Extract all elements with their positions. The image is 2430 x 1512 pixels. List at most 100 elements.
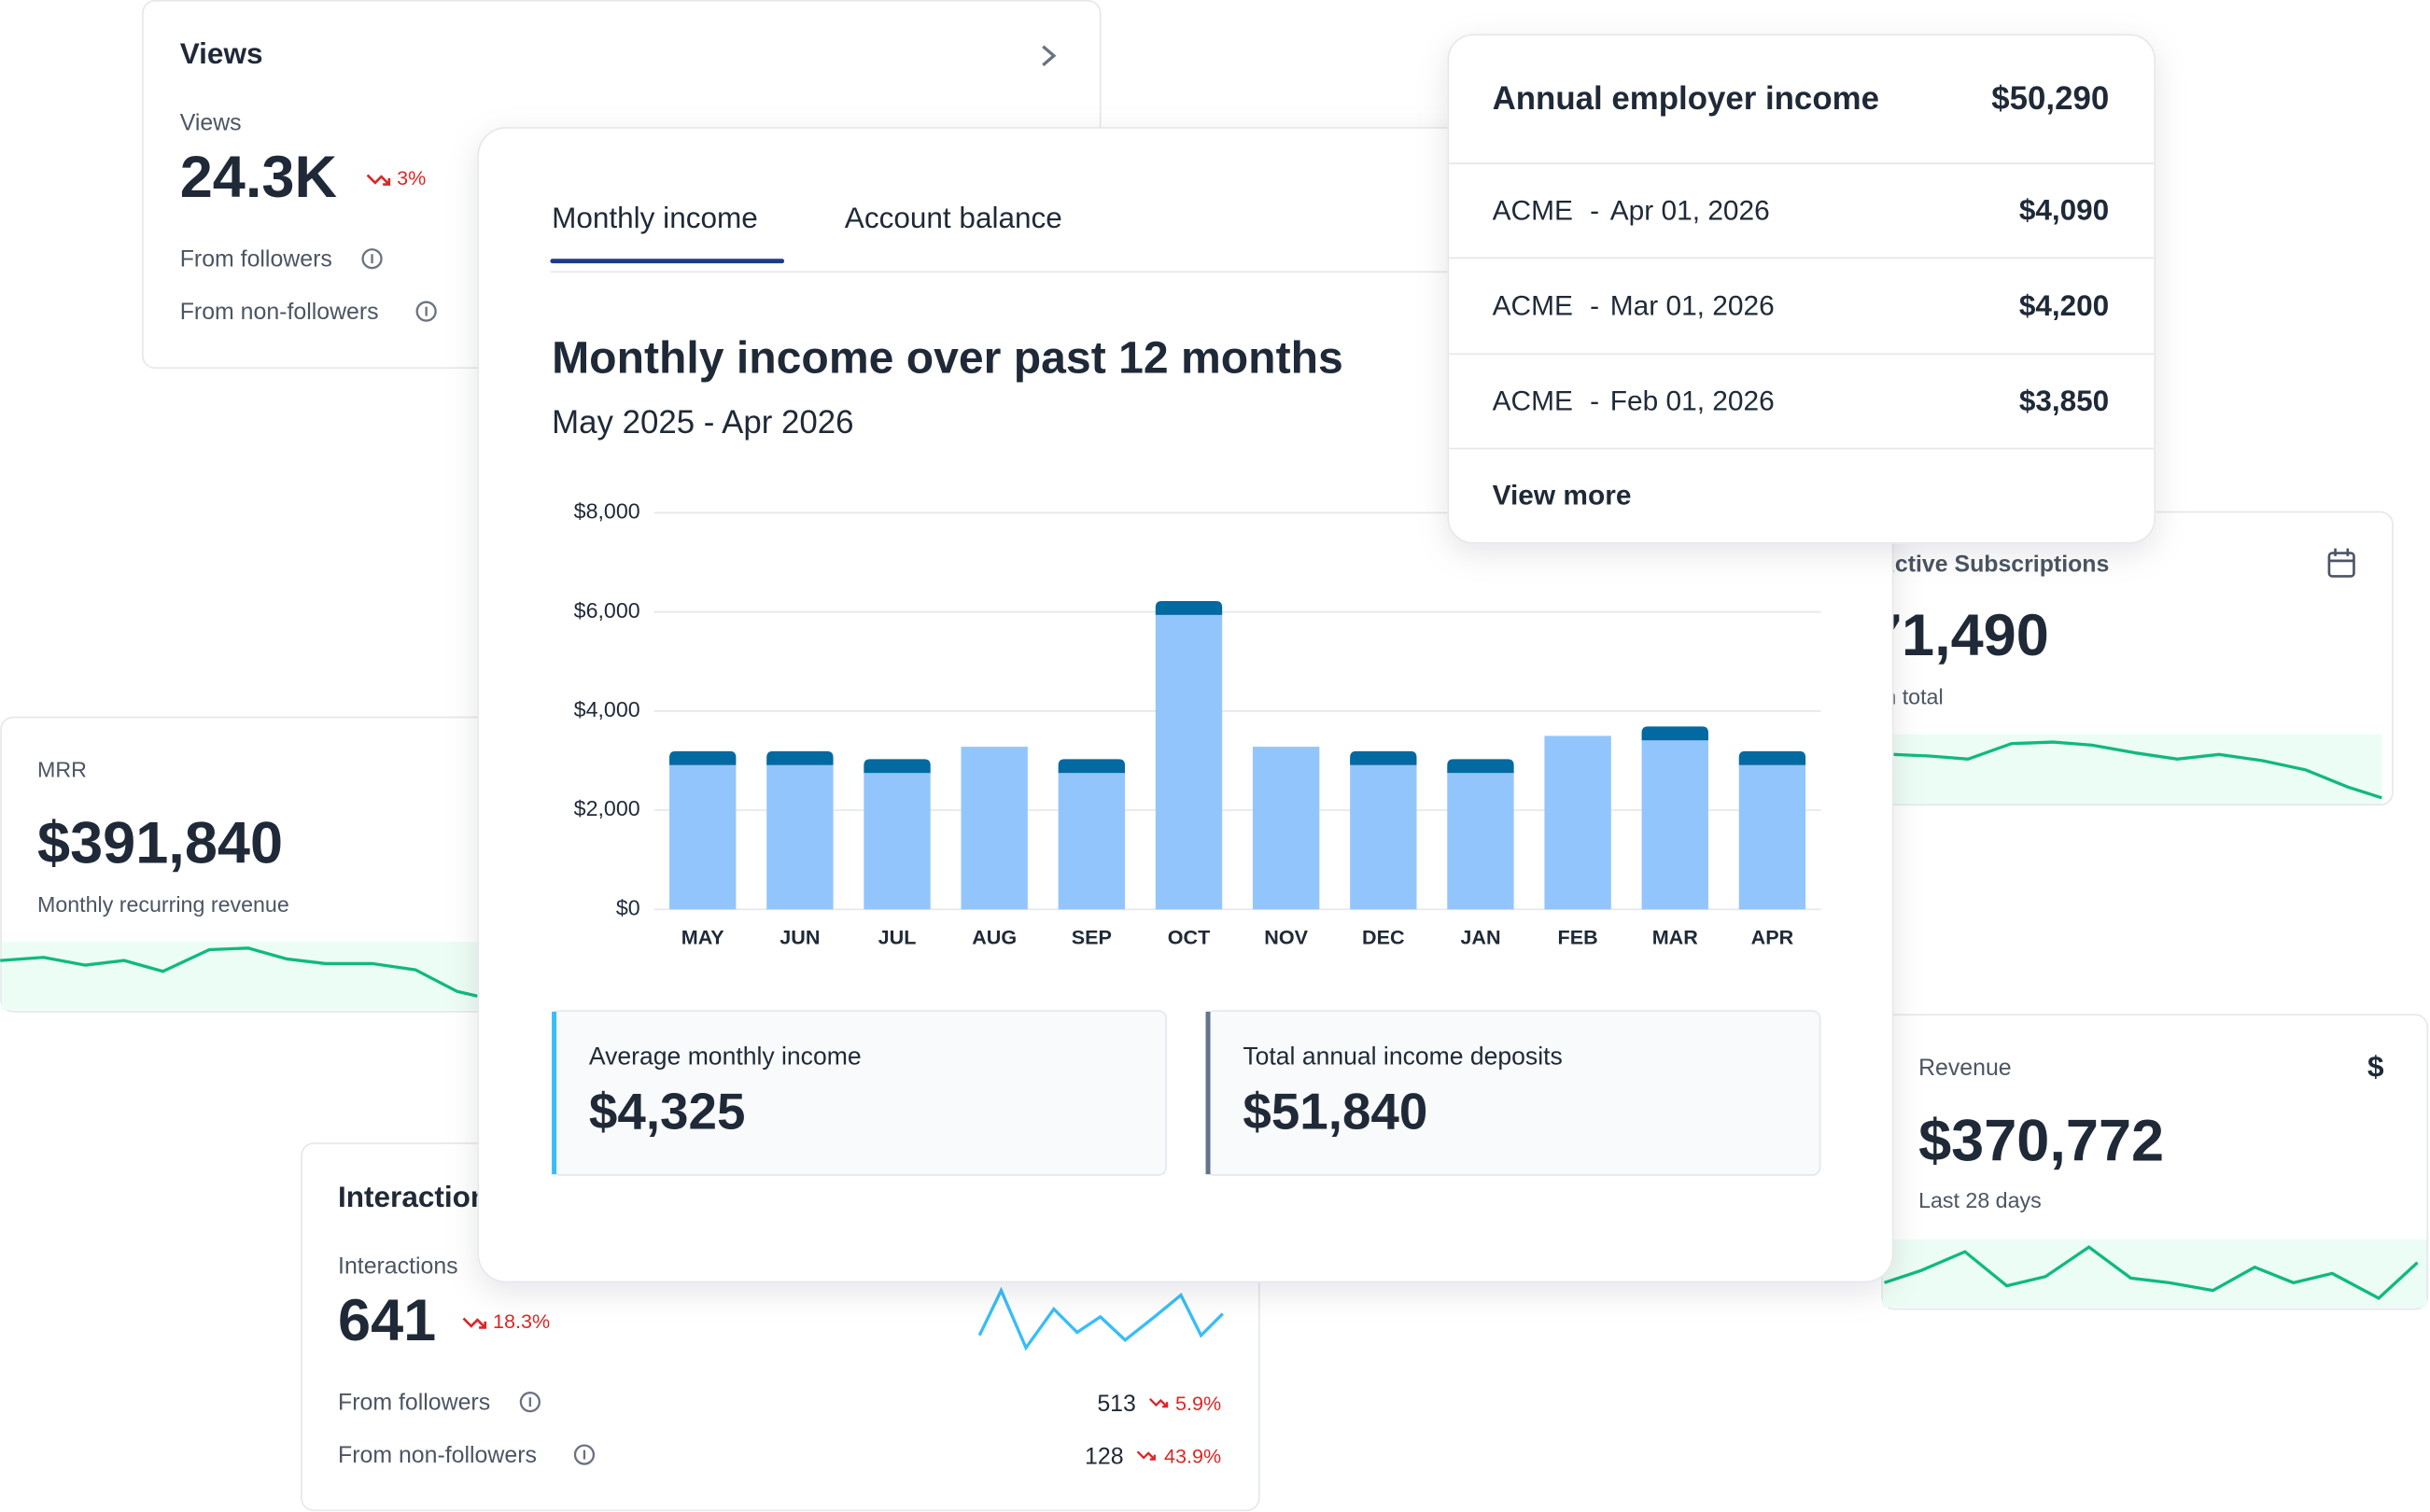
trend-down-icon (366, 174, 391, 186)
x-tick-label: FEB (1558, 926, 1598, 949)
metric-caption: Last 28 days (1918, 1188, 2042, 1212)
x-tick-label: JAN (1460, 926, 1500, 949)
summary-label: Total annual income deposits (1243, 1043, 1562, 1071)
sparkline (1893, 740, 2382, 800)
x-tick-label: MAY (681, 926, 725, 949)
chart-title: Monthly income over past 12 months (552, 332, 1343, 383)
info-icon[interactable] (573, 1444, 596, 1465)
bar-segment (1155, 614, 1223, 910)
sparkline-area (1882, 1239, 2427, 1308)
card-title: Interactions (338, 1180, 505, 1213)
row-date: Feb 01, 2026 (1610, 385, 1775, 416)
row-value: 128 (1085, 1443, 1124, 1469)
currency-icon: $ (2367, 1050, 2384, 1084)
summary-value: $4,325 (589, 1083, 746, 1141)
row-amount: $4,200 (2019, 288, 2109, 322)
metric-label: Interactions (338, 1253, 458, 1279)
metric-label: Revenue (1918, 1055, 2012, 1081)
bar-segment (1738, 764, 1806, 910)
bar-segment (1544, 735, 1611, 910)
x-tick-label: NOV (1264, 926, 1308, 949)
card-title: Views (180, 36, 263, 70)
bar-segment (1447, 759, 1514, 774)
y-tick-label: $8,000 (574, 499, 640, 524)
metric-label: Active Subscriptions (1878, 551, 2109, 577)
bar-segment (1350, 750, 1417, 765)
bar-segment (1738, 750, 1806, 765)
bar-segment (669, 764, 737, 910)
x-tick-label: JUL (878, 926, 917, 949)
bar-chart: $0 $2,000 $4,000 $6,000 $8,000 MAY JUN JUL AUG SE… (574, 499, 1821, 949)
bar-segment (864, 759, 931, 774)
bar-segment (1641, 726, 1708, 741)
x-tick-label: JUN (780, 926, 820, 949)
row-label: From non-followers (338, 1442, 537, 1468)
x-tick-label: DEC (1362, 926, 1405, 949)
card-total: $50,290 (1991, 80, 2109, 117)
bar-segment (864, 773, 931, 910)
employer-name: ACME (1493, 195, 1573, 226)
trend-down-icon (1148, 1398, 1169, 1408)
subscriptions-card: Active Subscriptions 71,490 In total (1843, 511, 2394, 806)
mrr-card: MRR $391,840 Monthly recurring revenue (0, 716, 513, 1013)
x-tick-label: SEP (1072, 926, 1112, 949)
bar-segment (766, 750, 834, 765)
bar-segment (1058, 759, 1126, 774)
sparkline (0, 946, 478, 998)
info-icon[interactable] (361, 248, 383, 270)
summary-box: Average monthly income $4,325 (552, 1010, 1168, 1176)
x-tick-label: AUG (972, 926, 1017, 949)
row-date: Mar 01, 2026 (1610, 290, 1775, 321)
summary-label: Average monthly income (589, 1043, 862, 1071)
x-tick-label: MAR (1652, 926, 1699, 949)
summary-value: $51,840 (1243, 1083, 1427, 1141)
row-date: Apr 01, 2026 (1610, 195, 1770, 226)
y-tick-label: $0 (616, 895, 640, 919)
y-tick-label: $2,000 (574, 796, 640, 820)
metric-caption: Monthly recurring revenue (37, 892, 289, 917)
bar-segment (1350, 764, 1417, 910)
sparkline (977, 1286, 1224, 1351)
tab[interactable]: Account balance (845, 201, 1062, 234)
info-icon[interactable] (415, 301, 437, 322)
metric-change: 3% (397, 166, 426, 189)
bar-segment (961, 747, 1028, 910)
row-change: 5.9% (1175, 1392, 1221, 1415)
tab-indicator (550, 259, 785, 264)
metric-change: 18.3% (493, 1309, 550, 1333)
bar-segment (1155, 600, 1223, 615)
info-icon[interactable] (519, 1392, 541, 1413)
y-tick-label: $6,000 (574, 598, 640, 623)
metric-label: MRR (37, 758, 87, 782)
revenue-card: Revenue $ $370,772 Last 28 days (1881, 1014, 2429, 1310)
x-tick-label: APR (1751, 926, 1794, 949)
metric-value: 71,490 (1869, 603, 2049, 668)
sparkline-area (1, 942, 512, 1011)
calendar-icon[interactable] (2327, 548, 2355, 578)
x-tick-label: OCT (1168, 926, 1211, 949)
bar-segment (1641, 740, 1708, 910)
trend-down-icon (462, 1317, 487, 1329)
tab-active[interactable]: Monthly income (552, 201, 758, 234)
metric-label: Views (180, 109, 242, 135)
y-tick-label: $4,000 (574, 697, 640, 721)
separator-dash: - (1590, 385, 1599, 416)
row-label: From followers (180, 245, 332, 272)
employer-name: ACME (1493, 290, 1573, 321)
metric-value: 24.3K (180, 145, 337, 210)
row-amount: $3,850 (2019, 384, 2109, 417)
employer-card: Annual employer income $50,290 ACME - Apr … (1447, 34, 2156, 544)
bar-segment (766, 764, 834, 910)
separator-dash: - (1590, 290, 1599, 321)
row-change: 43.9% (1164, 1445, 1221, 1468)
chevron-icon[interactable] (1042, 45, 1057, 66)
bar-segment (1252, 747, 1320, 910)
row-label: From non-followers (180, 299, 379, 325)
bar-segment (669, 750, 737, 765)
metric-value: $391,840 (37, 811, 283, 876)
view-more-link[interactable]: View more (1493, 481, 1632, 511)
bar-segment (1447, 773, 1514, 910)
sparkline-area (1846, 734, 2382, 805)
